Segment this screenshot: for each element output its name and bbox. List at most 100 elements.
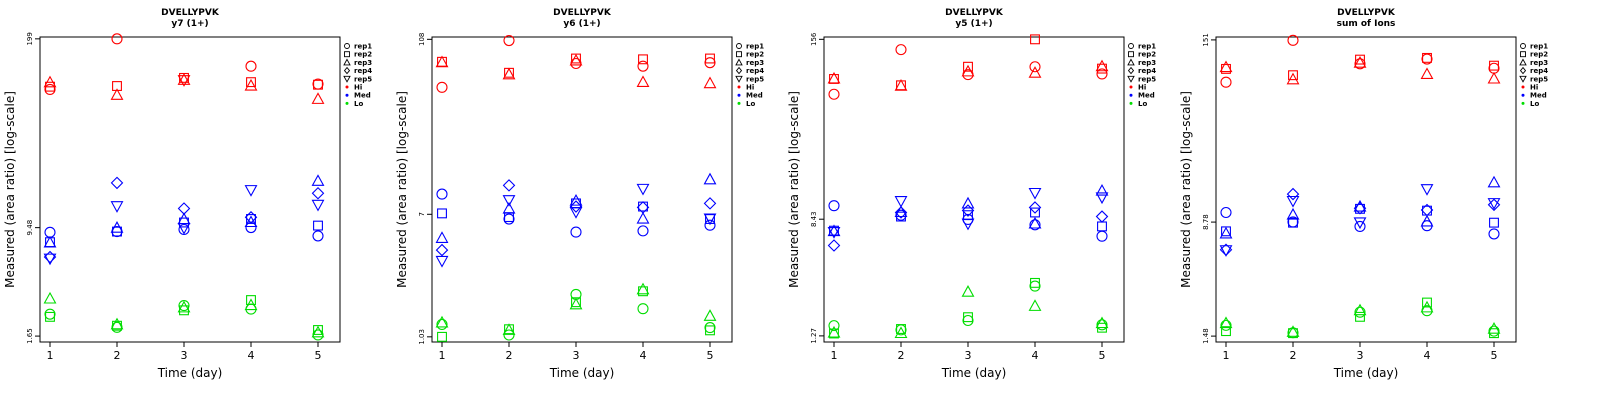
- data-point-med-diamond: [1095, 210, 1109, 223]
- data-point-hi-circle: [44, 83, 56, 96]
- legend-label-med: Med: [354, 92, 371, 100]
- legend-symbol-square: [1128, 51, 1134, 58]
- data-point-med-triangle-down: [1286, 195, 1300, 208]
- x-tick-label: 5: [707, 349, 714, 362]
- data-point-lo-triangle-up: [569, 297, 583, 310]
- data-point-med-triangle-down: [502, 195, 516, 207]
- x-tick-label: 2: [898, 349, 905, 362]
- data-point-lo-triangle-up: [177, 300, 191, 313]
- legend-label-rep2: rep2: [746, 51, 764, 59]
- data-point-med-circle: [637, 225, 649, 237]
- data-point-lo-triangle-up: [1353, 303, 1367, 316]
- data-point-hi-triangle-up: [1420, 67, 1434, 80]
- y-tick-label: 108: [418, 33, 426, 46]
- data-point-lo-triangle-up: [1028, 299, 1042, 311]
- y-tick-label: 1.27: [810, 328, 818, 344]
- data-point-hi-circle: [1287, 34, 1299, 46]
- data-point-med-diamond: [244, 211, 258, 224]
- chart-subtitle: y6 (1+): [563, 19, 600, 29]
- plot-frame: [39, 36, 341, 343]
- data-point-hi-triangle-up: [894, 78, 908, 91]
- chart-subtitle: y7 (1+): [171, 19, 208, 29]
- legend-symbol-triangle-down: [1127, 75, 1135, 83]
- data-point-med-triangle-down: [636, 183, 650, 196]
- data-point-lo-square: [1030, 277, 1040, 288]
- data-point-med-diamond: [569, 200, 583, 213]
- legend-label-rep3: rep3: [1530, 59, 1548, 67]
- data-point-hi-square: [1288, 70, 1298, 81]
- chart-subtitle: sum of Ions: [1337, 19, 1396, 29]
- data-point-lo-circle: [111, 321, 123, 333]
- data-point-med-triangle-down: [244, 185, 258, 197]
- legend-dot-lo: [1129, 101, 1133, 105]
- data-point-hi-circle: [1354, 58, 1366, 70]
- data-point-med-diamond: [435, 243, 449, 257]
- data-point-hi-triangle-up: [1028, 66, 1042, 78]
- legend-label-rep4: rep4: [354, 67, 372, 75]
- legend-symbol-triangle-up: [343, 58, 351, 66]
- data-point-lo-square: [829, 328, 839, 339]
- legend-symbol-diamond: [343, 66, 351, 75]
- data-point-hi-circle: [637, 60, 649, 72]
- legend-label-lo: Lo: [1138, 100, 1147, 108]
- data-point-med-triangle-down: [569, 207, 583, 219]
- x-tick-label: 3: [1357, 349, 1364, 362]
- data-point-med-circle: [436, 188, 448, 200]
- data-point-med-triangle-up: [244, 215, 258, 228]
- y-tick-label: 156: [810, 32, 818, 46]
- data-point-hi-square: [1355, 54, 1365, 65]
- legend-symbol-triangle-up: [735, 58, 743, 66]
- data-point-med-circle: [1029, 219, 1041, 231]
- data-point-hi-circle: [704, 57, 716, 69]
- legend-label-rep5: rep5: [1138, 75, 1156, 83]
- data-point-lo-triangle-up: [703, 309, 717, 321]
- legend-label-med: Med: [1530, 92, 1547, 100]
- data-point-med-triangle-up: [1028, 216, 1042, 229]
- legend-dot-med: [737, 93, 741, 97]
- data-point-lo-square: [1422, 297, 1432, 308]
- legend-symbol-triangle-up: [1519, 58, 1527, 66]
- legend-dot-med: [1521, 93, 1525, 97]
- data-point-med-triangle-down: [177, 222, 191, 235]
- data-point-hi-triangle-up: [311, 92, 325, 104]
- data-point-lo-circle: [637, 303, 649, 315]
- data-point-med-triangle-up: [703, 172, 717, 185]
- data-point-lo-circle: [1096, 319, 1108, 331]
- data-point-hi-circle: [111, 33, 123, 45]
- data-point-hi-circle: [436, 81, 448, 93]
- data-point-med-triangle-up: [1487, 175, 1501, 188]
- data-point-lo-square: [1288, 328, 1298, 339]
- x-tick-label: 5: [1099, 349, 1106, 362]
- data-point-lo-circle: [962, 314, 974, 327]
- data-point-med-square: [313, 220, 323, 231]
- legend-symbol-triangle-down: [1519, 75, 1527, 83]
- y-tick-label: 8.78: [1202, 214, 1210, 230]
- data-point-hi-circle: [570, 57, 582, 70]
- legend-label-lo: Lo: [746, 100, 755, 108]
- data-point-med-triangle-down: [1095, 192, 1109, 205]
- data-point-lo-square: [45, 311, 55, 322]
- data-point-med-diamond: [1353, 201, 1367, 215]
- data-point-hi-triangle-up: [961, 64, 975, 77]
- x-tick-label: 1: [47, 349, 54, 362]
- data-point-med-diamond: [703, 197, 717, 210]
- data-point-lo-triangle-up: [894, 326, 908, 339]
- legend-symbol-diamond: [735, 66, 743, 75]
- y-tick-label: 151: [1202, 33, 1210, 46]
- data-point-lo-triangle-up: [1286, 325, 1300, 337]
- data-point-med-diamond: [827, 239, 841, 252]
- legend-dot-hi: [1521, 85, 1525, 89]
- data-point-hi-triangle-up: [43, 75, 57, 88]
- data-point-lo-triangle-up: [311, 325, 325, 338]
- data-point-hi-triangle-up: [177, 73, 191, 85]
- data-point-lo-circle: [704, 322, 716, 334]
- data-point-med-triangle-down: [1420, 184, 1434, 196]
- data-point-med-circle: [828, 200, 840, 212]
- data-point-med-circle: [245, 221, 257, 234]
- data-point-med-triangle-down: [894, 196, 908, 208]
- data-point-hi-triangle-up: [1353, 56, 1367, 68]
- data-point-lo-circle: [1354, 306, 1366, 318]
